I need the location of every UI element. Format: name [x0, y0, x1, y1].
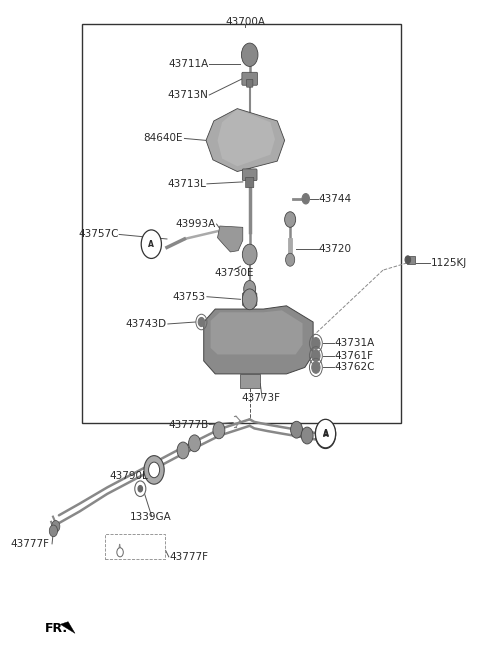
Circle shape: [144, 456, 164, 484]
Circle shape: [286, 253, 295, 266]
Circle shape: [242, 289, 257, 309]
Circle shape: [213, 422, 225, 439]
Text: 43744: 43744: [319, 194, 352, 204]
FancyBboxPatch shape: [242, 72, 257, 85]
Circle shape: [301, 427, 313, 444]
Text: 43731A: 43731A: [335, 338, 375, 348]
Circle shape: [198, 317, 204, 327]
Text: FR.: FR.: [45, 622, 68, 635]
Circle shape: [241, 43, 258, 66]
Bar: [82, 24, 401, 422]
Text: 43762C: 43762C: [335, 363, 375, 373]
Text: 84640E: 84640E: [144, 133, 183, 143]
Circle shape: [149, 462, 159, 478]
Circle shape: [315, 420, 336, 449]
Text: 43790L: 43790L: [110, 471, 149, 482]
Circle shape: [189, 435, 201, 452]
FancyBboxPatch shape: [246, 177, 254, 188]
Text: 1339GA: 1339GA: [130, 512, 172, 522]
FancyBboxPatch shape: [246, 79, 253, 87]
Circle shape: [285, 212, 296, 227]
Text: 43730E: 43730E: [214, 267, 254, 278]
Text: 43743D: 43743D: [126, 319, 167, 329]
FancyBboxPatch shape: [242, 169, 257, 181]
Circle shape: [312, 350, 320, 361]
Text: 43777B: 43777B: [168, 420, 208, 430]
Text: 43713N: 43713N: [168, 90, 208, 100]
Circle shape: [290, 421, 302, 438]
Circle shape: [302, 194, 310, 204]
Text: 43713L: 43713L: [167, 179, 206, 189]
Text: 43773F: 43773F: [242, 393, 281, 403]
Circle shape: [244, 281, 256, 298]
Bar: [407, 256, 415, 263]
Circle shape: [141, 230, 161, 258]
Text: A: A: [323, 429, 328, 438]
Text: 43777F: 43777F: [169, 552, 208, 562]
Text: 43757C: 43757C: [78, 229, 119, 239]
Polygon shape: [204, 306, 313, 374]
Polygon shape: [217, 109, 275, 166]
Circle shape: [315, 419, 336, 448]
Text: 43720: 43720: [319, 244, 352, 254]
Circle shape: [312, 338, 320, 350]
Circle shape: [177, 442, 189, 459]
Circle shape: [135, 481, 146, 497]
Circle shape: [312, 361, 320, 373]
Text: 1125KJ: 1125KJ: [431, 258, 468, 268]
Text: 43753: 43753: [173, 292, 206, 302]
Bar: [105, 534, 165, 558]
Polygon shape: [206, 108, 285, 171]
Circle shape: [49, 525, 58, 537]
Text: 43711A: 43711A: [168, 59, 208, 69]
Text: 43761F: 43761F: [335, 351, 374, 361]
Text: 43777F: 43777F: [11, 539, 50, 549]
Bar: [240, 374, 260, 388]
Polygon shape: [211, 310, 302, 354]
Circle shape: [117, 548, 123, 557]
Text: A: A: [323, 430, 328, 439]
Circle shape: [242, 244, 257, 265]
Text: 43993A: 43993A: [176, 219, 216, 229]
Circle shape: [138, 486, 143, 492]
Text: A: A: [148, 240, 154, 248]
Circle shape: [405, 256, 410, 263]
Polygon shape: [60, 622, 75, 633]
Polygon shape: [217, 226, 243, 252]
Text: 43700A: 43700A: [225, 17, 265, 28]
Circle shape: [51, 520, 60, 532]
